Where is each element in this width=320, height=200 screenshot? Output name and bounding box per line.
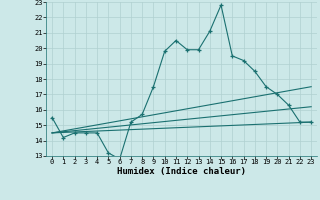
X-axis label: Humidex (Indice chaleur): Humidex (Indice chaleur) [117, 167, 246, 176]
